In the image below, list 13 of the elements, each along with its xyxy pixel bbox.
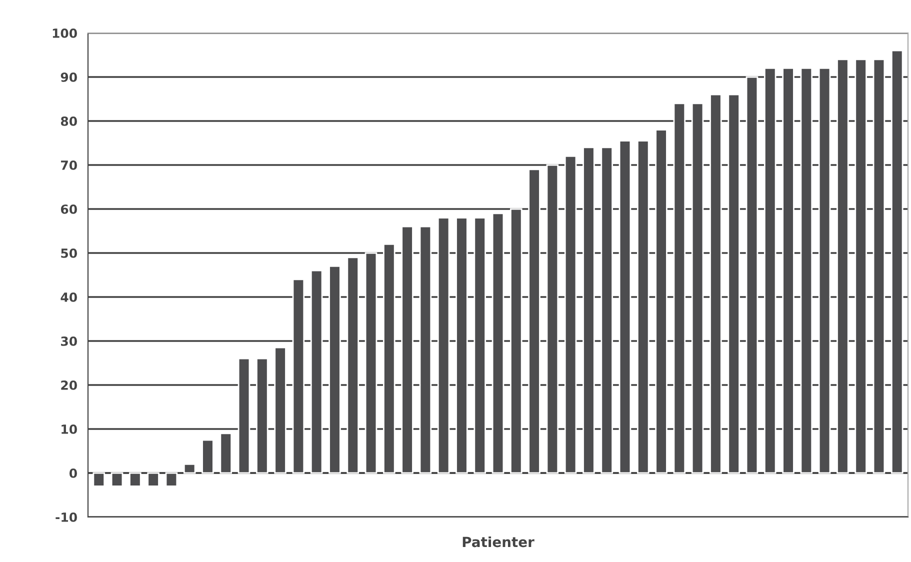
y-tick-label: 0	[69, 468, 77, 478]
y-tick-label: 80	[60, 116, 77, 126]
y-tick-label: 60	[60, 204, 77, 214]
y-tick-label: 30	[61, 336, 77, 346]
y-tick-label: 100	[52, 28, 77, 38]
y-tick-label: 10	[62, 424, 77, 434]
y-tick-label: 20	[61, 380, 77, 390]
y-tick-label: 40	[60, 292, 77, 302]
y-tick-label: 90	[60, 72, 77, 82]
y-tick-label: 50	[61, 248, 77, 258]
x-axis-title: Patienter	[462, 536, 534, 548]
y-tick-label: -10	[56, 512, 77, 522]
y-tick-label: 70	[61, 160, 77, 170]
